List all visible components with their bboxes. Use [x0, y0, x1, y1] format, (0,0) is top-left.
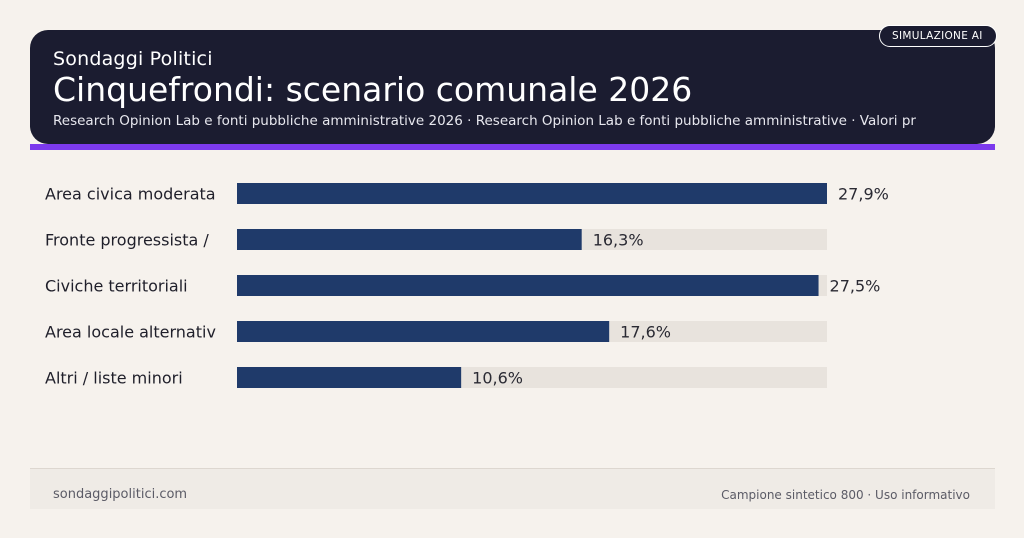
bar	[237, 367, 462, 388]
bar-chart: Area civica moderata 27,9% Fronte progress…	[45, 183, 889, 388]
value-label: 16,3%	[593, 231, 644, 250]
category-label: Altri / liste minori	[45, 369, 183, 388]
header-accent-line	[30, 144, 995, 150]
category-label: Fronte progressista /	[45, 231, 209, 250]
category-label: Civiche territoriali	[45, 277, 188, 296]
footer: sondaggipolitici.com Campione sintetico …	[30, 468, 995, 509]
footer-note: Campione sintetico 800 · Uso informativo	[721, 488, 970, 502]
value-label: 27,9%	[838, 185, 889, 204]
value-label: 10,6%	[472, 369, 523, 388]
footer-site-link[interactable]: sondaggipolitici.com	[53, 487, 188, 502]
brand-name: Sondaggi Politici	[53, 48, 213, 70]
chart-title: Cinquefrondi: scenario comunale 2026	[53, 70, 693, 109]
value-label: 27,5%	[830, 277, 881, 296]
value-label: 17,6%	[620, 323, 671, 342]
chart-subtitle: Research Opinion Lab e fonti pubbliche a…	[53, 113, 916, 129]
category-label: Area locale alternativ	[45, 323, 216, 342]
category-label: Area civica moderata	[45, 185, 216, 204]
header-panel: Sondaggi Politici Cinquefrondi: scenario…	[30, 30, 995, 144]
bar	[237, 321, 610, 342]
simulation-badge: SIMULAZIONE AI	[879, 25, 997, 47]
bar	[237, 275, 819, 296]
bar	[237, 229, 582, 250]
bar	[237, 183, 827, 204]
